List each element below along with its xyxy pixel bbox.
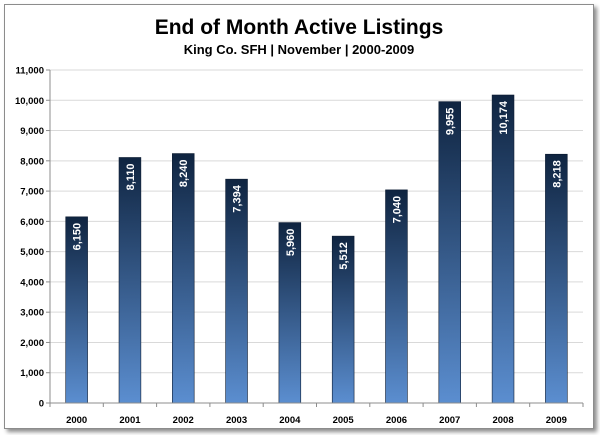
x-tick-label: 2004 <box>279 415 301 426</box>
y-tick-label: 5,000 <box>20 247 44 258</box>
data-label-2007: 9,955 <box>445 108 457 136</box>
bar-2009 <box>545 153 568 404</box>
data-label-2001: 8,110 <box>125 163 137 190</box>
bars: 6,150 8,110 8,240 7,394 5,960 5,512 7,040 9,955… <box>65 94 568 404</box>
data-label-2005: 5,512 <box>338 242 350 270</box>
y-tick-label: 2,000 <box>20 338 44 349</box>
data-label-2006: 7,040 <box>391 196 403 224</box>
bar-2001 <box>118 157 142 404</box>
chart-canvas: End of Month Active Listings King Co. SF… <box>15 16 584 426</box>
x-tick-label: 2002 <box>173 415 194 426</box>
y-tick-label: 10,000 <box>15 96 44 107</box>
data-label-2008: 10,174 <box>498 100 510 135</box>
x-tick-label: 2000 <box>66 415 87 426</box>
chart-subtitle: King Co. SFH | November | 2000-2009 <box>184 42 415 57</box>
y-tick-label: 11,000 <box>15 66 44 77</box>
x-tick-label: 2003 <box>226 415 247 426</box>
x-tick-label: 2001 <box>119 415 141 426</box>
data-label-2000: 6,150 <box>72 223 84 251</box>
axes: 0 1,000 2,000 3,000 4,000 5,000 6,000 7,000 8,00… <box>15 66 584 426</box>
chart-title: End of Month Active Listings <box>155 16 444 39</box>
y-tick-label: 4,000 <box>20 277 44 288</box>
data-label-2003: 7,394 <box>232 184 244 212</box>
x-tick-label: 2006 <box>386 415 407 426</box>
x-tick-label: 2007 <box>439 415 460 426</box>
data-label-2009: 8,218 <box>551 160 563 188</box>
data-label-2002: 8,240 <box>178 160 190 188</box>
y-tick-label: 8,000 <box>20 156 44 167</box>
y-tick-label: 1,000 <box>20 368 44 379</box>
bar-2002 <box>172 153 195 404</box>
chart-frame: End of Month Active Listings King Co. SF… <box>4 4 594 429</box>
y-tick-label: 0 <box>39 399 44 410</box>
x-tick-label: 2005 <box>333 415 355 426</box>
data-label-2004: 5,960 <box>285 229 297 257</box>
x-tick-label: 2008 <box>492 415 513 426</box>
bar-2008 <box>491 94 515 404</box>
y-tick-label: 6,000 <box>20 217 44 228</box>
x-tick-label: 2009 <box>546 415 567 426</box>
bar-2007 <box>438 101 461 404</box>
y-tick-label: 9,000 <box>20 126 44 137</box>
y-tick-label: 7,000 <box>20 187 44 198</box>
y-tick-label: 3,000 <box>20 308 44 319</box>
